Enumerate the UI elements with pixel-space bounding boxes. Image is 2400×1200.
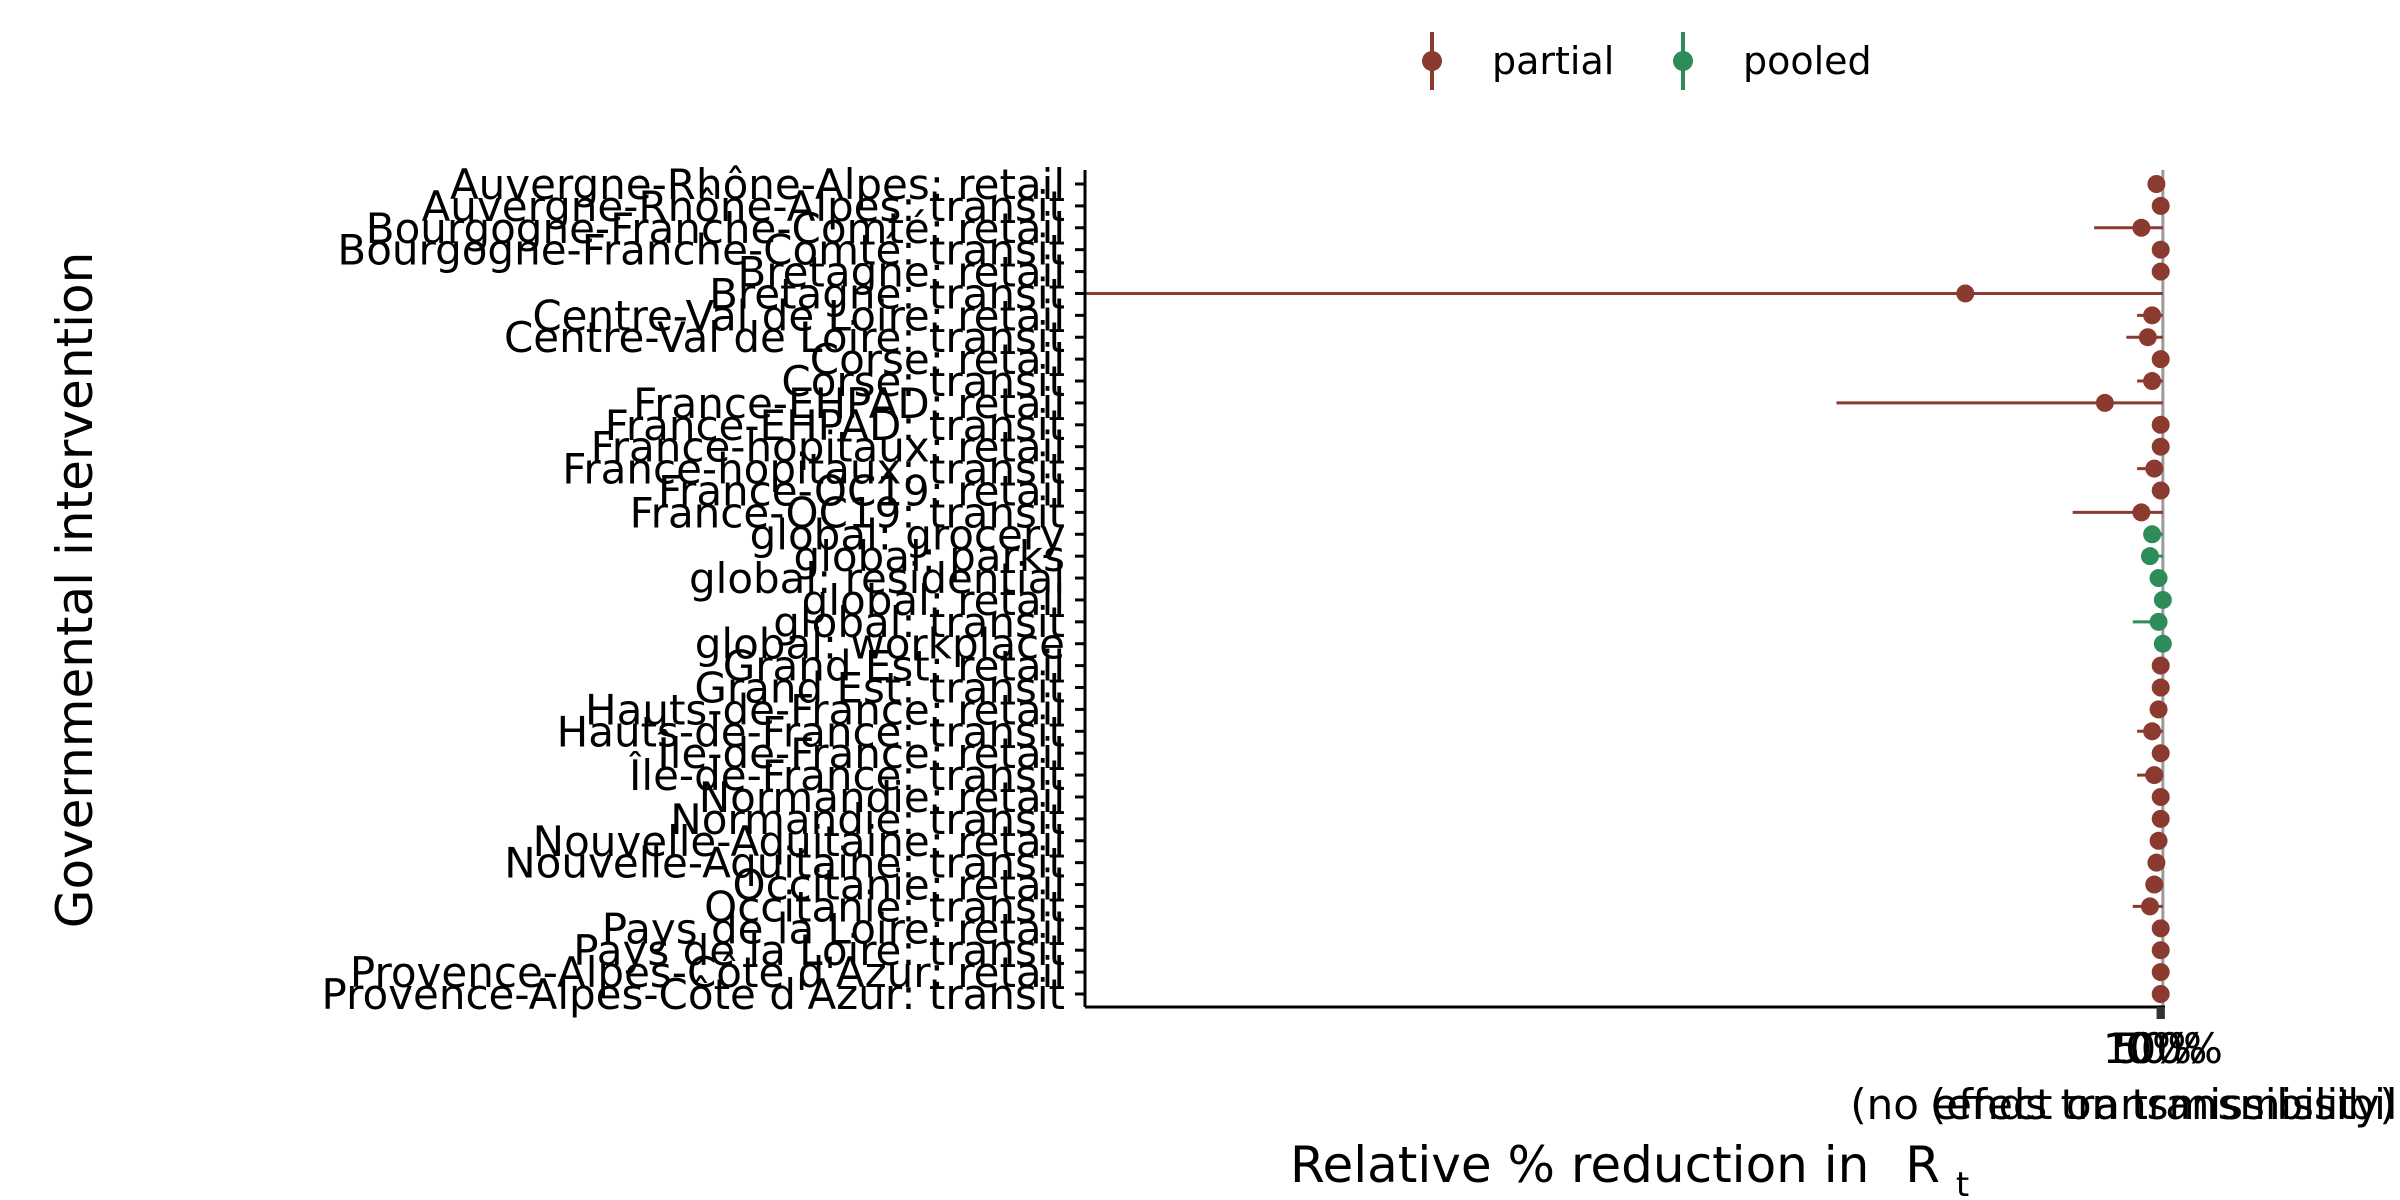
y-tick-label: Occitanie: retail xyxy=(733,861,1065,910)
y-axis-title: Governmental intervention xyxy=(46,252,104,929)
y-tick-label: Île-de-France: transit xyxy=(628,750,1065,800)
estimate-point xyxy=(2153,634,2172,653)
estimate-point xyxy=(2145,875,2164,894)
x-axis-title: Relative % reduction in R t xyxy=(1290,1136,1969,1200)
y-tick-label: global: parks xyxy=(794,532,1065,581)
y-tick-label: France-hopitaux: transit xyxy=(562,445,1065,494)
estimate-point xyxy=(2151,678,2170,697)
y-tick-label: France-hopitaux: retail xyxy=(591,423,1065,472)
estimate-point xyxy=(2145,766,2164,785)
y-tick-label: France-OC19: transit xyxy=(630,488,1065,537)
y-tick-label: Provence-Alpes-Côte d'Azur: retail xyxy=(350,948,1065,997)
x-axis: 0%50%100% (no effect on transmissibility)… xyxy=(1085,1005,2400,1129)
y-tick-label: global: retail xyxy=(802,576,1065,625)
estimate-point xyxy=(2143,306,2162,325)
estimate-point xyxy=(2151,240,2170,259)
estimate-point xyxy=(2143,722,2162,741)
estimate-point xyxy=(2147,175,2166,193)
estimate-point xyxy=(2151,963,2170,982)
estimate-point xyxy=(2151,941,2170,960)
estimate-point xyxy=(2140,547,2159,566)
estimate-point xyxy=(2151,437,2170,456)
estimate-point xyxy=(2151,985,2170,1003)
estimate-point xyxy=(2132,218,2151,237)
y-tick-label: Hauts-de-France: transit xyxy=(557,707,1065,756)
y-tick-label: global: residential xyxy=(689,554,1065,603)
estimate-point xyxy=(2095,393,2114,412)
y-tick-label: Centre-Val de Loire: retail xyxy=(532,291,1065,340)
y-tick-label: Grand Est: transit xyxy=(694,664,1065,713)
y-tick-label: Bretagne: transit xyxy=(709,269,1065,318)
estimate-point xyxy=(2147,853,2166,872)
x-tick-label: 0% xyxy=(2125,1024,2192,1073)
y-tick-label: Auvergne-Rhône-Alpes: retail xyxy=(450,160,1065,209)
legend-label: partial xyxy=(1492,39,1614,83)
y-tick-label: Centre-Val de Loire: transit xyxy=(504,313,1065,362)
estimate-point xyxy=(2151,196,2170,215)
estimate-point xyxy=(2143,372,2162,391)
y-tick-label: Bourgogne-Franche-Comté: transit xyxy=(337,226,1065,275)
x-tick-note: (ends transmissibility) xyxy=(1930,1080,2396,1129)
legend: partial pooled xyxy=(1422,32,1872,90)
x-axis-title-text: Relative % reduction in xyxy=(1290,1136,1869,1194)
y-tick-label: Nouvelle-Aquitaine: retail xyxy=(533,817,1065,866)
y-tick-label: Île-de-France: retail xyxy=(656,728,1065,778)
y-tick-label: Nouvelle-Aquitaine: transit xyxy=(504,839,1065,888)
estimate-point xyxy=(2149,700,2168,719)
y-tick-label: France-EHPAD: retail xyxy=(633,379,1065,428)
legend-item-partial: partial xyxy=(1422,32,1614,90)
y-tick-label: Normandie: retail xyxy=(699,773,1065,822)
estimate-point xyxy=(2151,656,2170,675)
estimate-point xyxy=(2132,503,2151,522)
estimate-point xyxy=(2145,459,2164,478)
y-tick-label: Bourgogne-Franche-Comté: retail xyxy=(366,204,1065,253)
estimate-point xyxy=(2149,831,2168,850)
estimate-point xyxy=(2151,415,2170,434)
legend-item-pooled: pooled xyxy=(1673,32,1872,90)
plot-area xyxy=(1085,170,2172,1007)
y-tick-label: global: transit xyxy=(773,598,1065,647)
legend-marker-point xyxy=(1422,51,1442,71)
y-tick-label: Grand Est: retail xyxy=(723,642,1065,691)
y-tick-label: Corse: retail xyxy=(810,335,1065,384)
estimate-point xyxy=(2149,569,2168,588)
legend-marker-point xyxy=(1673,51,1693,71)
y-tick-label: Bretagne: retail xyxy=(737,248,1065,297)
x-tick-label: 100% xyxy=(2103,1024,2223,1073)
estimate-point xyxy=(2149,612,2168,631)
y-tick-label: global: workplace xyxy=(695,620,1065,669)
estimate-point xyxy=(2151,787,2170,806)
y-tick-label: Provence-Alpes-Côte d'Azur: transit xyxy=(322,970,1065,1019)
estimate-point xyxy=(2151,262,2170,281)
x-tick-note: (no effect on transmissibility) xyxy=(1850,1080,2400,1129)
y-tick-label: Occitanie: transit xyxy=(704,882,1065,931)
y-axis: Auvergne-Rhône-Alpes: retailAuvergne-Rhô… xyxy=(322,160,1087,1019)
estimate-point xyxy=(2151,919,2170,938)
estimate-point xyxy=(2151,481,2170,500)
legend-label: pooled xyxy=(1743,39,1872,83)
estimate-point xyxy=(2151,809,2170,828)
y-tick-label: Hauts-de-France: retail xyxy=(585,685,1065,734)
x-axis-title-symbol: R xyxy=(1905,1136,1940,1194)
y-tick-label: France-OC19: retail xyxy=(658,466,1065,515)
x-axis-title-subscript: t xyxy=(1956,1165,1969,1200)
estimate-point xyxy=(2138,328,2157,347)
y-tick-label: Pays de la Loire: transit xyxy=(573,926,1065,975)
estimate-point xyxy=(2143,525,2162,544)
estimate-point xyxy=(2153,590,2172,609)
y-tick-label: France-EHPAD: transit xyxy=(605,401,1065,450)
y-tick-label: Pays de la Loire: retail xyxy=(602,904,1065,953)
y-tick-label: Normandie: transit xyxy=(670,795,1065,844)
y-tick-label: Corse: transit xyxy=(781,357,1065,406)
y-tick-label: global: grocery xyxy=(750,510,1065,559)
x-tick-label: 50% xyxy=(2114,1024,2207,1073)
estimate-point xyxy=(1956,284,1975,303)
estimate-point xyxy=(2140,897,2159,916)
estimate-point xyxy=(2151,350,2170,369)
y-tick-label: Auvergne-Rhône-Alpes: transit xyxy=(422,182,1065,231)
estimate-point xyxy=(2151,744,2170,763)
